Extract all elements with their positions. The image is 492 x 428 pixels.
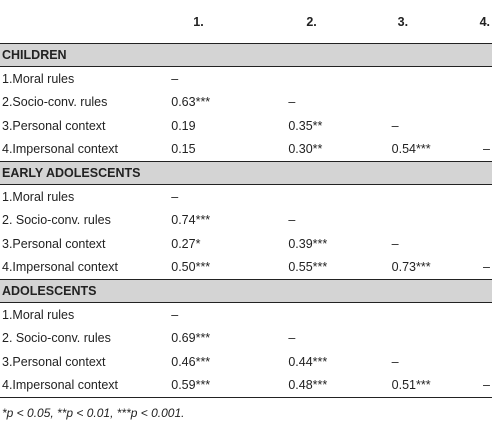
cell-col-4 [480,67,492,91]
cell-col-4 [480,327,492,351]
cell-col-1: 0.50*** [171,260,211,275]
cell-col-3: – [391,354,399,369]
cell-col-3: 0.54*** [391,142,431,157]
cell-col-3 [392,303,480,327]
row-label: 4.Impersonal context [2,260,119,275]
cell-col-4 [480,185,492,209]
header-col-1: 1. [163,0,289,44]
cell-col-3: 0.51*** [391,373,480,398]
cell-col-2: – [288,213,296,228]
table-row: 1.Moral rules – [0,185,492,209]
cell-col-3 [392,185,480,209]
table-row: 3.Personal context 0.19 0.35** – [0,114,492,138]
cell-col-4 [480,91,492,115]
table-row: 4.Impersonal context 0.50*** 0.55*** 0.7… [0,256,492,280]
cell-col-1: 0.63*** [171,95,211,110]
row-label: 3.Personal context [2,118,106,133]
group-header-row: CHILDREN [0,43,492,67]
cell-col-1: 0.74*** [171,213,211,228]
cell-col-3 [392,327,480,351]
cell-col-2 [288,303,391,327]
cell-col-1: – [171,189,179,204]
cell-col-4 [480,303,492,327]
cell-col-4: – [483,142,490,157]
cell-col-4 [480,350,492,374]
cell-col-1: 0.27* [171,236,201,251]
row-label: 3.Personal context [2,236,106,251]
cell-col-3: – [391,118,399,133]
cell-col-2 [288,185,391,209]
table-row: 2. Socio-conv. rules 0.69*** – [0,327,492,351]
cell-col-2: 0.35** [288,118,323,133]
cell-col-1: – [171,71,179,86]
table-row: 3.Personal context 0.46*** 0.44*** – [0,350,492,374]
group-title: CHILDREN [0,43,492,67]
cell-col-1: 0.15 [171,142,196,157]
cell-col-3 [392,67,480,91]
cell-col-3: – [391,236,399,251]
header-col-4: 4. [479,0,492,44]
cell-col-1: 0.19 [171,118,196,133]
correlation-table: 1. 2. 3. 4. CHILDREN 1.Moral rules – 2.S… [0,0,492,398]
cell-col-3 [392,209,480,233]
cell-col-4 [480,232,492,256]
group-header-row: EARLY ADOLESCENTS [0,161,492,185]
header-row: 1. 2. 3. 4. [0,0,492,44]
cell-col-2: 0.30** [288,142,323,157]
row-label: 1.Moral rules [2,189,75,204]
row-label: 2.Socio-conv. rules [2,95,108,110]
row-label: 2. Socio-conv. rules [2,331,111,346]
cell-col-2: 0.55*** [288,260,328,275]
row-label: 2. Socio-conv. rules [2,213,111,228]
cell-col-1: 0.59*** [163,373,289,398]
cell-col-2: – [288,95,296,110]
header-col-3: 3. [391,0,480,44]
cell-col-4 [480,209,492,233]
row-label: 1.Moral rules [2,71,75,86]
table-row: 3.Personal context 0.27* 0.39*** – [0,232,492,256]
row-label: 3.Personal context [2,354,106,369]
cell-col-3: 0.73*** [391,260,431,275]
cell-col-1: 0.46*** [171,354,211,369]
cell-col-2 [288,67,391,91]
cell-col-1: 0.69*** [171,331,211,346]
group-header-row: ADOLESCENTS [0,279,492,303]
cell-col-4: – [483,260,490,275]
group-title: EARLY ADOLESCENTS [0,161,492,185]
cell-col-1: – [171,307,179,322]
group-title: ADOLESCENTS [0,279,492,303]
table-row: 4.Impersonal context 0.15 0.30** 0.54***… [0,138,492,162]
table-row: 4.Impersonal context 0.59*** 0.48*** 0.5… [0,373,492,398]
header-cell-empty [0,0,164,44]
header-col-2: 2. [288,0,392,44]
cell-col-2: 0.44*** [288,354,328,369]
cell-col-3 [392,91,480,115]
cell-col-4: – [479,373,492,398]
row-label: 4.Impersonal context [0,373,164,398]
cell-col-4 [480,114,492,138]
table-row: 1.Moral rules – [0,303,492,327]
table-footnote: *p < 0.05, **p < 0.01, ***p < 0.001. [2,406,185,420]
cell-col-2: 0.48*** [288,373,392,398]
row-label: 4.Impersonal context [2,142,119,157]
table-row: 2. Socio-conv. rules 0.74*** – [0,209,492,233]
cell-col-2: 0.39*** [288,236,328,251]
table-row: 2.Socio-conv. rules 0.63*** – [0,91,492,115]
row-label: 1.Moral rules [2,307,75,322]
table-row: 1.Moral rules – [0,67,492,91]
cell-col-2: – [288,331,296,346]
